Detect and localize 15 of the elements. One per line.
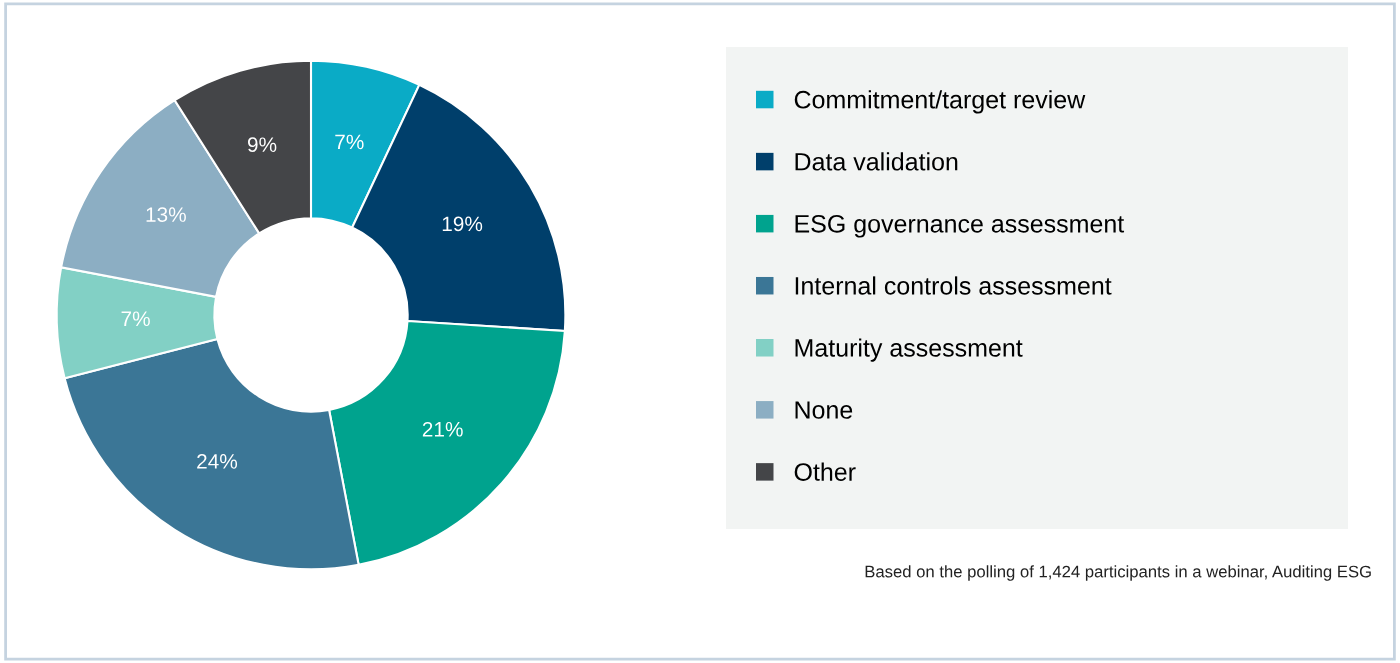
legend-label: ESG governance assessment xyxy=(795,214,1125,238)
data-label: 7% xyxy=(121,311,150,327)
legend-label: Internal controls assessment xyxy=(795,276,1112,295)
data-label: 7% xyxy=(335,134,364,150)
legend-label: Data validation xyxy=(795,152,958,171)
data-label: 21% xyxy=(422,421,463,437)
text: Based on the polling of 1,424 participants in a webinar, Auditing ESG xyxy=(865,565,1371,581)
data-label: 24% xyxy=(197,454,238,469)
legend-label: None xyxy=(795,401,853,419)
legend-label: Other xyxy=(794,462,856,481)
data-label: 9% xyxy=(247,137,277,153)
data-label: 19% xyxy=(442,216,483,232)
data-label: 13% xyxy=(146,207,186,222)
legend-label: Commitment/target review xyxy=(794,90,1086,114)
legend-label: Maturity assessment xyxy=(795,338,1023,362)
